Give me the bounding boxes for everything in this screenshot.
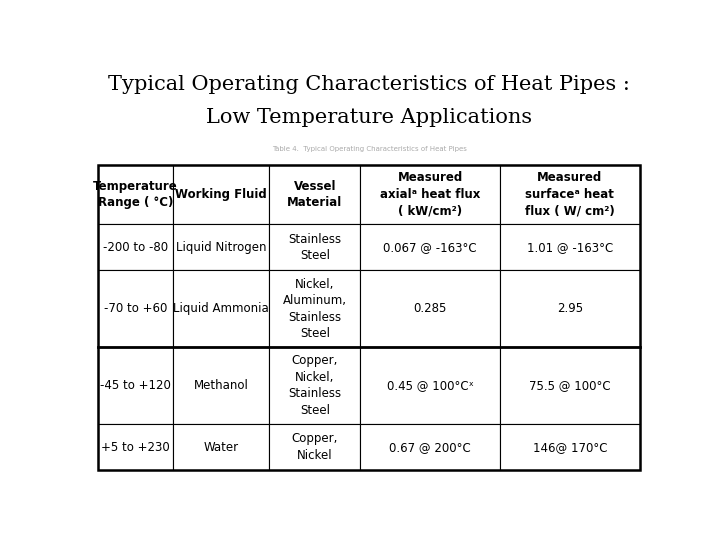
Text: Liquid Nitrogen: Liquid Nitrogen xyxy=(176,241,266,254)
Text: Table 4.  Typical Operating Characteristics of Heat Pipes: Table 4. Typical Operating Characteristi… xyxy=(271,146,467,152)
Text: -45 to +120: -45 to +120 xyxy=(100,379,171,392)
Text: Vessel
Material: Vessel Material xyxy=(287,180,343,209)
Text: Nickel,
Aluminum,
Stainless
Steel: Nickel, Aluminum, Stainless Steel xyxy=(283,278,347,340)
Text: Measured
surfaceᵃ heat
flux ( W/ cm²): Measured surfaceᵃ heat flux ( W/ cm²) xyxy=(525,172,615,218)
Text: 146@ 170°C: 146@ 170°C xyxy=(533,441,607,454)
Text: Stainless
Steel: Stainless Steel xyxy=(288,233,341,262)
Text: Temperature
Range ( °C): Temperature Range ( °C) xyxy=(94,180,178,209)
Text: -70 to +60: -70 to +60 xyxy=(104,302,168,315)
Text: Measured
axialᵃ heat flux
( kW/cm²): Measured axialᵃ heat flux ( kW/cm²) xyxy=(380,172,480,218)
Text: Liquid Ammonia: Liquid Ammonia xyxy=(174,302,269,315)
Text: Typical Operating Characteristics of Heat Pipes :: Typical Operating Characteristics of Hea… xyxy=(108,75,630,94)
Text: -200 to -80: -200 to -80 xyxy=(103,241,168,254)
Text: 75.5 @ 100°C: 75.5 @ 100°C xyxy=(529,379,611,392)
Text: 2.95: 2.95 xyxy=(557,302,583,315)
Text: 0.285: 0.285 xyxy=(413,302,447,315)
Text: 0.67 @ 200°C: 0.67 @ 200°C xyxy=(390,441,471,454)
Text: Low Temperature Applications: Low Temperature Applications xyxy=(206,109,532,127)
Text: Copper,
Nickel: Copper, Nickel xyxy=(292,433,338,462)
Text: Methanol: Methanol xyxy=(194,379,248,392)
Text: Working Fluid: Working Fluid xyxy=(176,188,267,201)
Text: Water: Water xyxy=(204,441,239,454)
Text: 0.45 @ 100°Cˣ: 0.45 @ 100°Cˣ xyxy=(387,379,474,392)
Text: 1.01 @ -163°C: 1.01 @ -163°C xyxy=(527,241,613,254)
Text: Copper,
Nickel,
Stainless
Steel: Copper, Nickel, Stainless Steel xyxy=(288,354,341,417)
Text: +5 to +230: +5 to +230 xyxy=(102,441,170,454)
Text: 0.067 @ -163°C: 0.067 @ -163°C xyxy=(383,241,477,254)
